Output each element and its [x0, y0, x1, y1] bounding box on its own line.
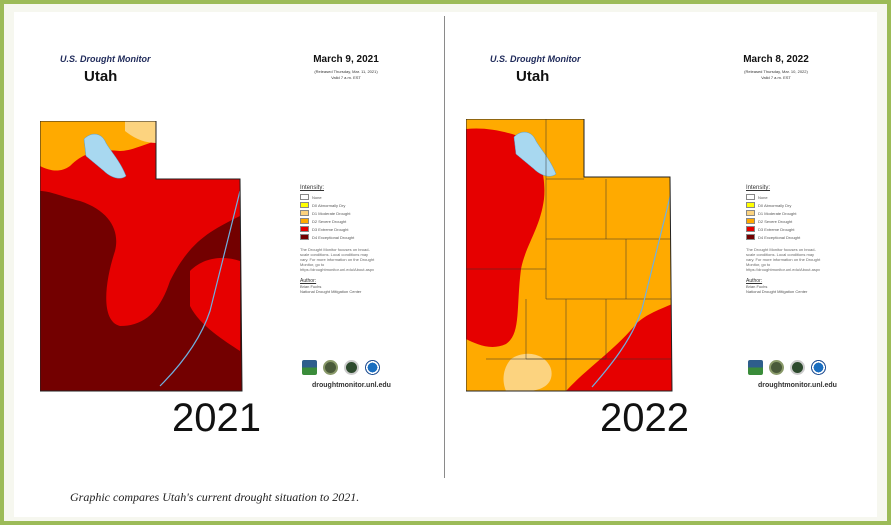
legend-note: The Drought Monitor focuses on broad-sca… — [746, 247, 821, 272]
ndmc-logo-icon — [769, 360, 784, 375]
legend-label: D0 Abnormally Dry — [758, 202, 792, 208]
utah-map-2022 — [466, 119, 673, 392]
d3-region — [40, 121, 240, 326]
d3-region-east — [190, 258, 240, 351]
swatch-d3 — [746, 226, 755, 232]
d3-region-southeast — [566, 304, 672, 391]
usda-logo-icon — [302, 360, 317, 375]
release-date: (Released Thursday, Mar. 10, 2022) — [744, 69, 808, 74]
legend-label: D3 Extreme Drought — [312, 226, 349, 232]
d1-region — [125, 121, 156, 143]
year-label-2022: 2022 — [600, 396, 689, 440]
panel-2021: U.S. Drought Monitor Utah March 9, 2021 … — [14, 12, 444, 482]
monitor-title: U.S. Drought Monitor — [60, 54, 151, 64]
panel-divider — [444, 16, 445, 478]
swatch-d0 — [746, 202, 755, 208]
legend-label: D4 Exceptional Drought — [312, 234, 355, 240]
d3-region-west — [466, 128, 545, 347]
release-date: (Released Thursday, Mar. 11, 2021) — [314, 69, 378, 74]
river — [159, 190, 241, 387]
site-url: droughtmonitor.unl.edu — [312, 382, 391, 389]
swatch-d4 — [746, 234, 755, 240]
legend-label: D4 Exceptional Drought — [758, 234, 801, 240]
legend-title: Intensity: — [746, 185, 771, 191]
doc-logo-icon — [790, 360, 805, 375]
map-date: March 8, 2022 — [743, 54, 809, 65]
river — [591, 188, 672, 388]
legend-2021: Intensity: None D0 Abnormally Dry D1 Mod… — [300, 185, 376, 294]
legend-note: The Drought Monitor focuses on broad-sca… — [300, 247, 375, 272]
monitor-title: U.S. Drought Monitor — [490, 54, 581, 64]
noaa-logo-icon — [811, 360, 826, 375]
author-title: Author: — [746, 278, 763, 284]
legend-label: D2 Severe Drought — [758, 218, 793, 224]
map-date: March 9, 2021 — [313, 54, 379, 65]
legend-label: D2 Severe Drought — [312, 218, 347, 224]
state-title: Utah — [84, 68, 118, 85]
author-org: National Drought Mitigation Center — [300, 289, 362, 294]
author-title: Author: — [300, 278, 317, 284]
valid-time: Valid 7 a.m. EST — [761, 75, 791, 80]
great-salt-lake — [513, 131, 557, 177]
swatch-none — [300, 194, 309, 200]
swatch-d2 — [300, 218, 309, 224]
swatch-none — [746, 194, 755, 200]
d1-region — [503, 353, 552, 391]
legend-label: D1 Moderate Drought — [312, 210, 351, 216]
utah-map-2021 — [40, 121, 243, 392]
legend-label: None — [758, 194, 768, 200]
swatch-d3 — [300, 226, 309, 232]
partner-logos — [302, 360, 380, 375]
site-url: droughtmonitor.unl.edu — [758, 382, 837, 389]
year-label-2021: 2021 — [172, 396, 261, 440]
swatch-d0 — [300, 202, 309, 208]
legend-label: D1 Moderate Drought — [758, 210, 797, 216]
graphic-area: U.S. Drought Monitor Utah March 9, 2021 … — [14, 12, 877, 517]
legend-label: None — [312, 194, 322, 200]
usda-logo-icon — [748, 360, 763, 375]
author-name: Brian Fuchs — [300, 284, 322, 289]
partner-logos — [748, 360, 826, 375]
swatch-d1 — [746, 210, 755, 216]
ndmc-logo-icon — [323, 360, 338, 375]
legend-label: D3 Extreme Drought — [758, 226, 795, 232]
author-name: Brian Fuchs — [746, 284, 768, 289]
state-title: Utah — [516, 68, 550, 85]
great-salt-lake — [83, 133, 127, 179]
swatch-d2 — [746, 218, 755, 224]
caption: Graphic compares Utah's current drought … — [70, 490, 360, 504]
doc-logo-icon — [344, 360, 359, 375]
swatch-d1 — [300, 210, 309, 216]
legend-label: D0 Abnormally Dry — [312, 202, 346, 208]
legend-title: Intensity: — [300, 185, 325, 191]
author-org: National Drought Mitigation Center — [746, 289, 808, 294]
noaa-logo-icon — [365, 360, 380, 375]
legend-2022: Intensity: None D0 Abnormally Dry D1 Mod… — [746, 185, 822, 294]
valid-time: Valid 7 a.m. EST — [331, 75, 361, 80]
swatch-d4 — [300, 234, 309, 240]
panel-2022: U.S. Drought Monitor Utah March 8, 2022 … — [446, 12, 877, 482]
